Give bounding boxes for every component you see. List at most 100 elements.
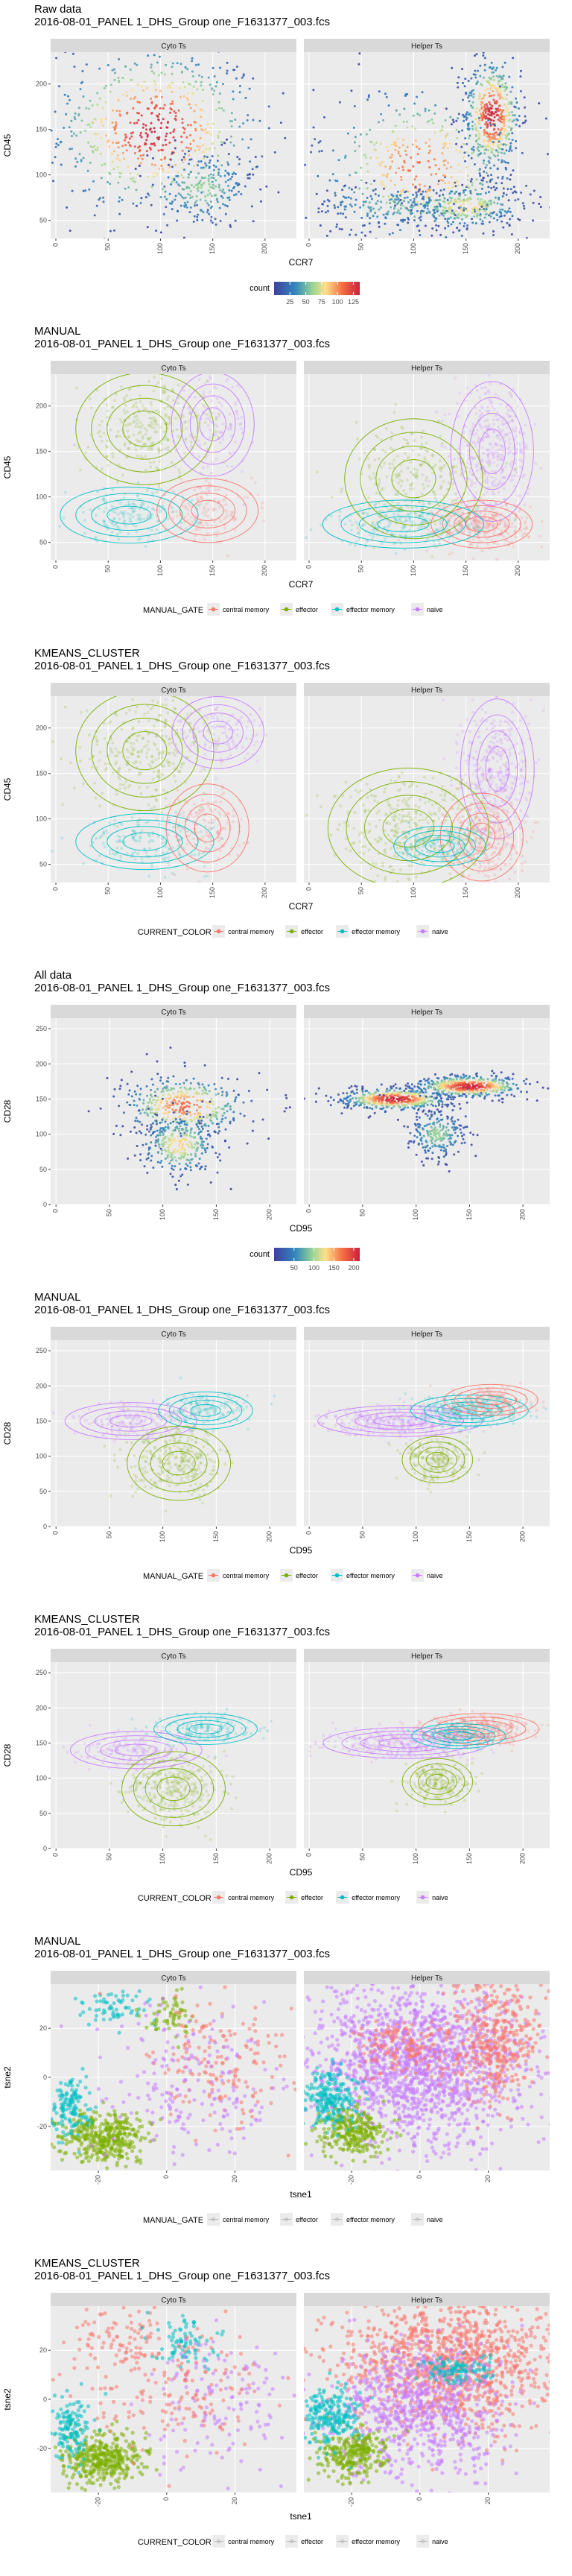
panel-points [51,1984,296,2171]
y-tick-label: 0 [43,1523,47,1530]
point-cluster [304,2095,403,2165]
y-tick-label: 0 [43,2396,47,2403]
facet-strip [304,39,550,52]
density-contour [75,813,214,871]
y-tick-label: 150 [36,1417,47,1424]
y-tick-label: 100 [36,1131,47,1138]
x-tick-label: -20 [348,2175,355,2185]
density-contour [322,499,485,549]
x-tick-label: 200 [266,1531,273,1542]
y-tick-label: 100 [36,1453,47,1460]
x-tick-label: 100 [159,1209,166,1220]
y-tick-label: 50 [39,1166,47,1173]
facet-strip [51,2293,296,2306]
x-tick-label: 100 [156,243,164,254]
point-cluster [304,2057,369,2138]
x-axis-label: CD95 [290,1545,313,1556]
facet-strip [304,1649,550,1662]
point-cluster [352,2015,471,2082]
facet-strip [304,1005,550,1018]
y-axis-label: CD28 [2,1099,13,1123]
x-tick-label: 150 [462,243,469,254]
density-contour [153,1713,258,1745]
density-contour [393,825,486,867]
legend-tick-label: 150 [328,1264,340,1272]
x-tick-label: 100 [412,1531,419,1542]
density-contour [75,374,214,485]
point-cluster [129,2318,296,2491]
group-legend: CURRENT_COLOR central memory effector effec… [138,1891,448,1904]
panel-points [304,1984,550,2171]
point-cluster [306,2415,410,2487]
legend-item-label: naive [427,606,443,613]
x-tick-label: 50 [104,243,112,250]
y-tick-label: 200 [36,1704,47,1711]
x-tick-label: 200 [261,565,268,576]
x-tick-label: 0 [305,1531,313,1535]
legend-swatch [420,929,425,934]
x-tick-label: 0 [52,1209,60,1213]
legend-swatch [420,2539,425,2544]
legend-title: CURRENT_COLOR [138,2538,212,2547]
x-tick-label: 50 [358,565,365,572]
x-tick-label: 0 [305,243,312,247]
legend-title: CURRENT_COLOR [138,1894,212,1903]
y-tick-label: 0 [43,2074,47,2081]
legend-title: MANUAL_GATE [143,2216,203,2225]
facet-strip [51,1327,296,1340]
legend-swatch [284,1573,289,1578]
x-tick-label: 50 [358,1209,366,1216]
legend-swatch [216,2539,221,2544]
point-cluster [59,1985,289,2167]
panel-background [304,52,550,239]
legend-swatch [334,1573,340,1578]
x-axis-label: tsne1 [290,2511,312,2522]
panel-points [51,52,287,239]
group-legend: MANUAL_GATE central memory effector effecto… [143,603,443,616]
legend-item-label: effector memory [352,928,400,935]
chart-subtitle: 2016-08-01_PANEL 1_DHS_Group one_F163137… [34,982,330,994]
y-tick-label: 100 [36,171,47,179]
legend-tick-label: 100 [332,298,343,306]
legend-swatch [284,607,289,612]
x-axis-label: tsne1 [290,2189,312,2200]
color-bar [274,282,360,295]
legend-item-label: naive [427,2216,443,2223]
legend-item-label: central memory [223,606,270,613]
x-tick-label: 200 [519,1531,527,1542]
x-tick-label: 50 [105,1531,112,1538]
chart-title: MANUAL [34,325,81,338]
x-tick-label: 100 [159,1531,166,1542]
point-cluster [156,471,266,558]
facet-label: Cyto Ts [161,364,185,373]
facet-strip [304,683,550,696]
y-tick-label: 150 [36,770,47,777]
x-tick-label: 200 [261,243,268,254]
y-tick-label: 50 [39,1810,47,1817]
x-tick-label: 200 [266,1853,273,1864]
x-tick-label: 50 [105,1853,112,1860]
point-cluster [51,2309,290,2488]
point-cluster [51,2066,98,2155]
facet-label: Helper Ts [411,1652,442,1661]
point-cluster [304,2371,375,2470]
x-tick-label: 50 [358,887,365,894]
facet-label: Helper Ts [411,1330,442,1339]
chart-title: All data [34,969,72,982]
legend-tick-label: 25 [286,298,293,306]
panel-points [62,1707,273,1841]
point-cluster [315,403,518,558]
x-tick-label: 20 [231,2175,238,2182]
scatter-chart: Cyto Ts 0 50 100 150 200 50 100 150 200 Helper Ts 0… [2,683,550,938]
facet-label: Cyto Ts [161,686,185,695]
group-legend: MANUAL_GATE central memory effector effecto… [143,2213,443,2226]
color-legend: count 50 100 150 200 [250,1248,360,1272]
y-tick-label: 200 [36,80,47,88]
y-tick-label: -20 [37,2123,47,2130]
chart-subtitle: 2016-08-01_PANEL 1_DHS_Group one_F163137… [34,1626,330,1638]
group-legend: MANUAL_GATE central memory effector effecto… [143,1569,443,1582]
x-tick-label: 100 [410,887,417,898]
legend-item-label: naive [432,2538,448,2545]
panel-points [87,1046,291,1190]
facet-strip [304,1327,550,1340]
